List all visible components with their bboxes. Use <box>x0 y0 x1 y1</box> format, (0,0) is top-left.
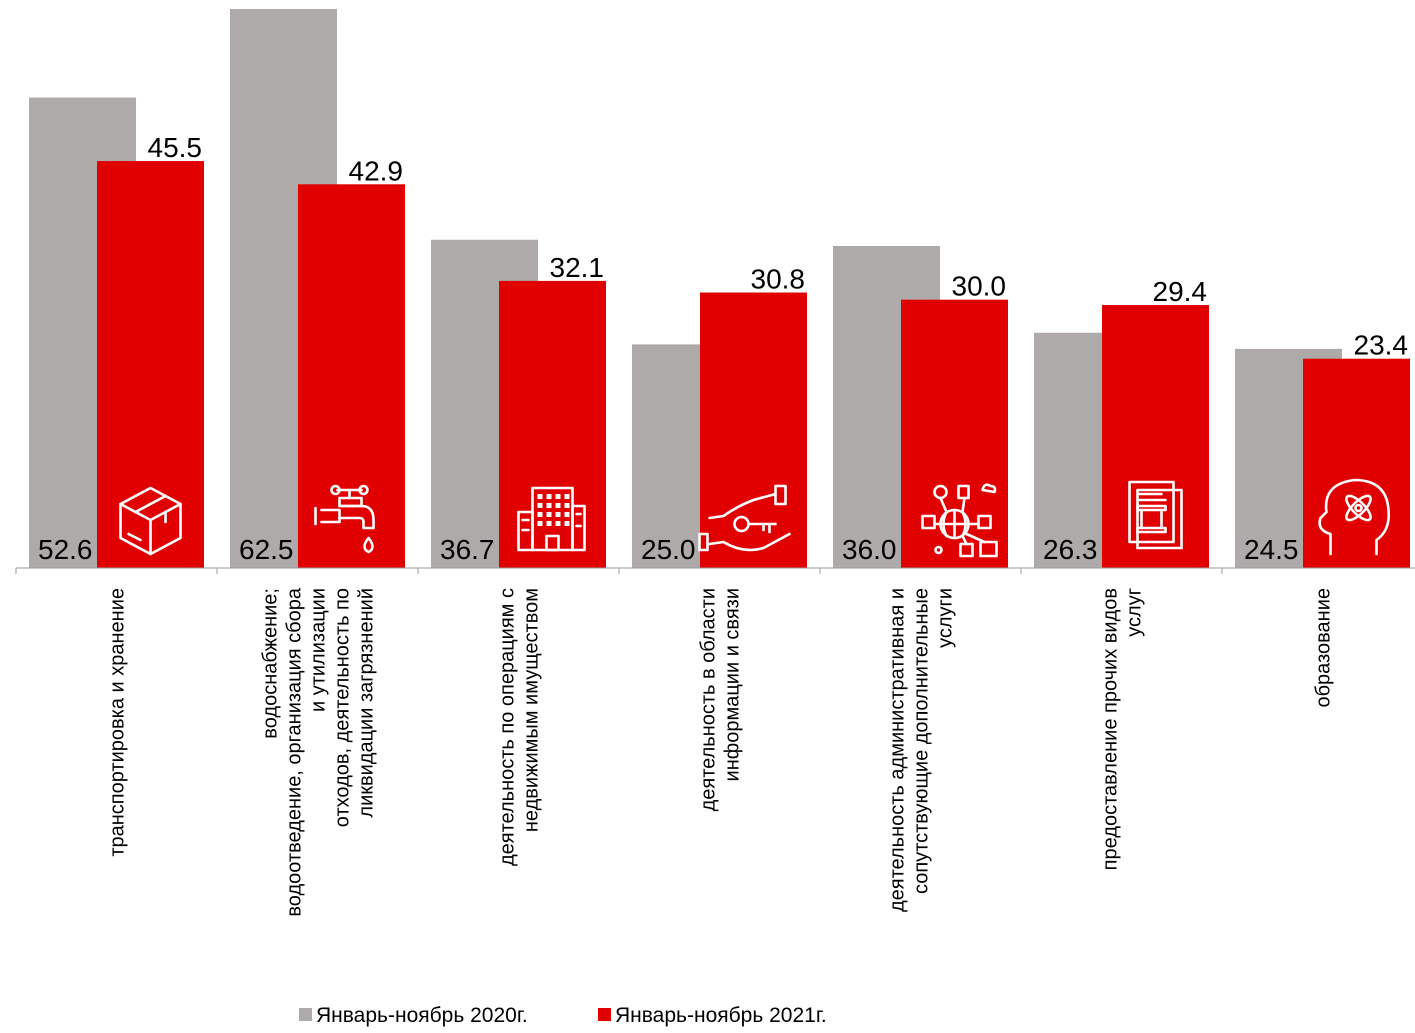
legend-label-2021: Январь-ноябрь 2021г. <box>615 1004 827 1027</box>
value-label-2021-2: 42.9 <box>349 155 404 186</box>
water-tap-icon <box>314 484 375 554</box>
value-label-2020-2: 62.5 <box>239 534 294 565</box>
value-label-2020-3: 36.7 <box>440 534 495 565</box>
bar-2021-6 <box>1102 305 1209 568</box>
value-label-2021-4: 30.8 <box>751 264 806 295</box>
building-icon <box>517 486 586 552</box>
legend: Январь-ноябрь 2020г. Январь-ноябрь 2021г. <box>299 1004 827 1027</box>
category-label-2: водоснабжение; водоотведение, организация… <box>260 587 378 917</box>
head-atom-icon <box>1318 478 1391 556</box>
value-label-2021-7: 23.4 <box>1354 330 1409 361</box>
value-label-2020-4: 25.0 <box>641 534 696 565</box>
category-labels-layer: транспортировка и хранение водоснабжение;… <box>107 587 1335 917</box>
network-globe-icon <box>921 483 998 558</box>
legend-swatch-2021 <box>598 1008 611 1021</box>
key-hand-icon <box>698 484 791 552</box>
bar-2021-2 <box>298 184 405 568</box>
value-label-2021-6: 29.4 <box>1153 276 1208 307</box>
category-label-5: деятельность административная и сопутству… <box>887 588 957 912</box>
bar-2021-3 <box>499 280 606 568</box>
bar-2021-7 <box>1303 358 1410 568</box>
x-axis <box>15 567 1415 574</box>
category-label-6: предоставление прочих видов услуг <box>1100 588 1146 870</box>
bar-2021-1 <box>97 161 204 568</box>
value-label-2020-1: 52.6 <box>38 534 93 565</box>
value-label-2021-1: 45.5 <box>148 132 203 163</box>
value-label-2020-6: 26.3 <box>1043 534 1098 565</box>
category-label-4: деятельность в области информации и связи <box>698 588 744 811</box>
category-label-7: образование <box>1313 588 1335 708</box>
category-label-1: транспортировка и хранение <box>107 588 129 857</box>
box-icon <box>119 486 182 556</box>
icons-layer <box>119 478 1391 558</box>
legend-label-2020: Январь-ноябрь 2020г. <box>316 1004 528 1027</box>
value-label-2020-7: 24.5 <box>1244 534 1299 565</box>
value-label-2021-3: 32.1 <box>550 252 605 283</box>
document-icon <box>1128 480 1183 550</box>
bar-2021-4 <box>700 292 807 568</box>
value-label-2021-5: 30.0 <box>952 271 1007 302</box>
legend-swatch-2020 <box>299 1008 312 1021</box>
category-label-3: деятельность по операциям с недвижимым им… <box>497 588 543 866</box>
value-labels-layer: 52.6 45.5 62.5 42.9 36.7 32.1 25.0 30.8 36.0 30.0… <box>38 132 1408 565</box>
value-label-2020-5: 36.0 <box>842 534 897 565</box>
